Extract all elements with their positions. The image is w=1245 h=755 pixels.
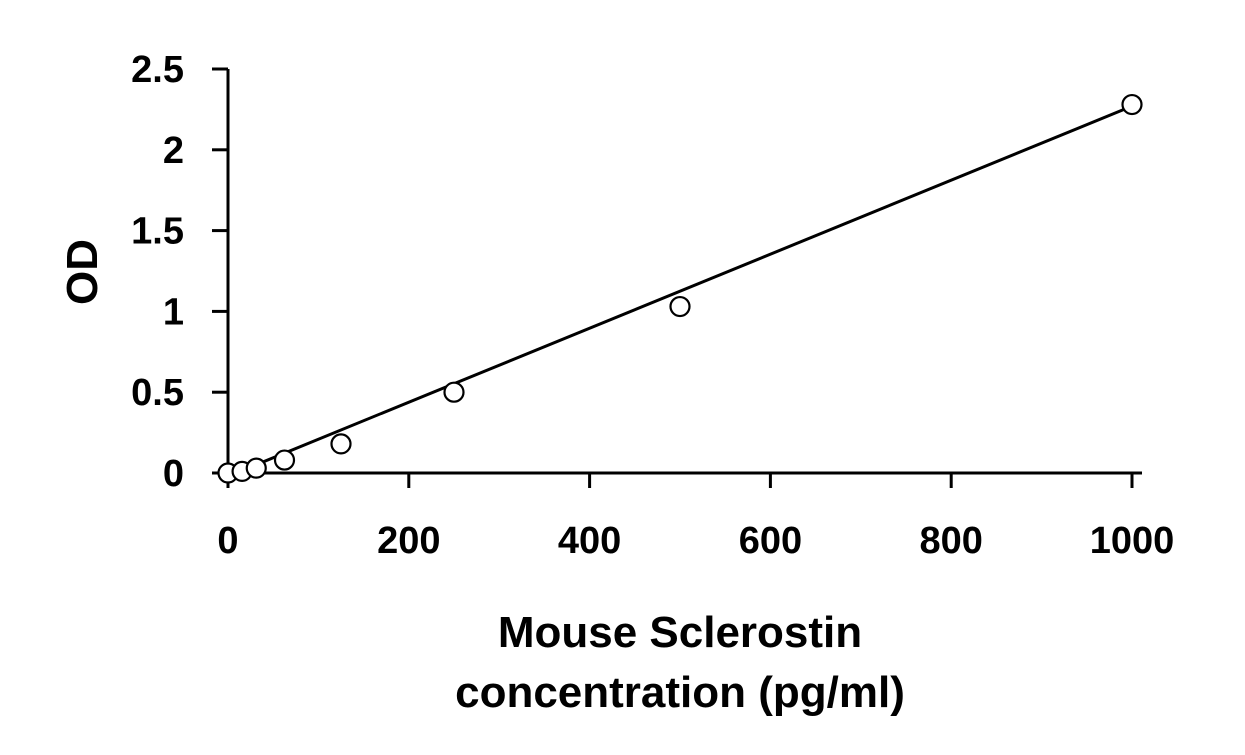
y-tick-label: 0.5 <box>131 372 184 414</box>
x-axis-title-line-2: concentration (pg/ml) <box>455 668 905 717</box>
x-axis-title-line-1: Mouse Sclerostin <box>498 608 862 657</box>
x-ticks: 0 200 400 600 800 1000 <box>217 473 1174 562</box>
x-tick-label: 800 <box>919 520 982 562</box>
axes <box>226 69 1142 475</box>
y-tick-label: 2 <box>163 130 184 172</box>
data-point <box>669 295 691 318</box>
trendline-layer <box>227 104 1133 478</box>
data-point <box>273 449 296 471</box>
x-tick-label: 1000 <box>1090 520 1175 562</box>
y-tick-label: 0 <box>163 453 184 495</box>
trendline <box>227 104 1133 478</box>
data-point <box>330 433 352 455</box>
y-tick-label: 2.5 <box>131 49 184 91</box>
x-tick-label: 200 <box>377 520 440 562</box>
x-tick-label: 0 <box>217 520 238 562</box>
x-tick-label: 600 <box>739 520 802 562</box>
axis-titles: OD Mouse Sclerostin concentration (pg/ml… <box>58 239 905 717</box>
data-point <box>1121 93 1143 116</box>
y-ticks: 0 0.5 1 1.5 2 2.5 <box>131 49 228 495</box>
x-tick-label: 400 <box>558 520 621 562</box>
data-point <box>443 381 465 403</box>
y-tick-label: 1.5 <box>131 211 184 253</box>
y-axis-title: OD <box>58 239 107 305</box>
y-tick-label: 1 <box>163 291 184 333</box>
data-point <box>245 457 267 479</box>
data-points <box>217 93 1143 484</box>
